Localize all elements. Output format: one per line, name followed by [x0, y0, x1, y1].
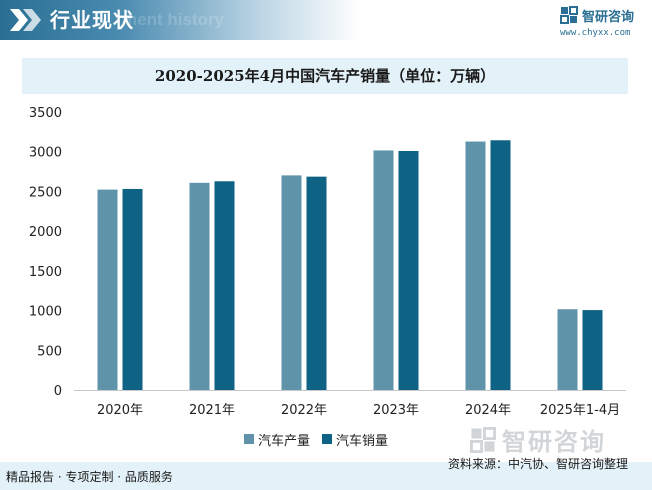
y-tick-label: 0 [54, 384, 62, 399]
y-tick-label: 500 [37, 344, 62, 359]
x-tick-label: 2020年 [97, 403, 143, 418]
y-tick-label: 1000 [29, 305, 62, 320]
chart-legend: 汽车产量 汽车销量 [244, 430, 400, 449]
brand-url[interactable]: www.chyxx.com [560, 28, 631, 38]
bar-chart: 0 500 1000 1500 2000 2500 3000 3500 2020年 2021年 20… [29, 106, 626, 418]
header-band [0, 0, 652, 40]
bar-sales[interactable] [582, 310, 603, 390]
bar-sales[interactable] [214, 181, 235, 390]
footer-band [0, 462, 652, 490]
brand-logo-icon [560, 6, 578, 24]
bar-production[interactable] [97, 189, 118, 390]
legend-label-production: 汽车产量 [258, 433, 311, 449]
legend-swatch-sales [322, 434, 333, 444]
watermark-text: 智研咨询 [502, 428, 606, 456]
x-tick-label: 2023年 [373, 403, 419, 418]
bar-sales[interactable] [122, 188, 143, 390]
page-title: 行业现状 [50, 8, 134, 32]
y-tick-label: 3000 [29, 146, 62, 161]
header-ghost-text: ment history [122, 10, 225, 29]
chart-title: 2020-2025年4月中国汽车产销量（单位：万辆） [154, 67, 496, 85]
footer-tagline: 精品报告 · 专项定制 · 品质服务 [6, 470, 173, 484]
x-tick-label: 2024年 [465, 403, 511, 418]
x-tick-label: 2025年1-4月 [540, 403, 620, 418]
y-tick-label: 1500 [29, 265, 62, 280]
footer-source: 资料来源：中汽协、智研咨询整理 [448, 457, 629, 471]
legend-item-production[interactable]: 汽车产量 [244, 430, 310, 449]
bar-production[interactable] [557, 309, 578, 390]
bar-production[interactable] [465, 141, 486, 390]
bar-sales[interactable] [306, 176, 327, 390]
bar-sales[interactable] [398, 150, 419, 390]
y-tick-label: 2500 [29, 185, 62, 200]
y-tick-label: 2000 [29, 225, 62, 240]
bar-production[interactable] [373, 150, 394, 390]
legend-label-sales: 汽车销量 [336, 433, 389, 449]
watermark-logo-icon [470, 426, 496, 453]
watermark: 智研咨询 [470, 422, 606, 457]
bar-production[interactable] [189, 182, 210, 390]
legend-item-sales[interactable]: 汽车销量 [322, 430, 388, 449]
brand-name: 智研咨询 [582, 10, 635, 25]
x-tick-label: 2022年 [281, 403, 327, 418]
chevron-double-right-icon [10, 9, 41, 31]
y-tick-label: 3500 [29, 106, 62, 121]
x-tick-label: 2021年 [189, 403, 235, 418]
chart-title-bar: 2020-2025年4月中国汽车产销量（单位：万辆） [22, 58, 628, 94]
legend-swatch-production [244, 434, 254, 444]
bar-sales[interactable] [490, 140, 511, 390]
bar-production[interactable] [281, 175, 302, 390]
